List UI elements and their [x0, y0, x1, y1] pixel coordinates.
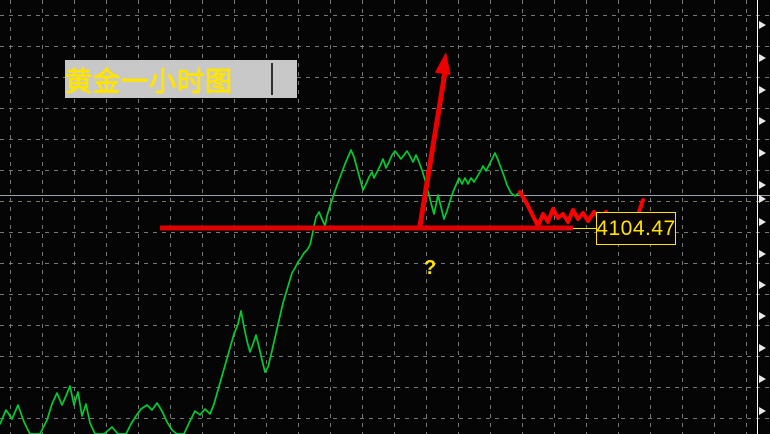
price-axis-tick — [759, 344, 766, 352]
price-axis-tick — [759, 281, 766, 289]
price-level-label[interactable]: 4104.47 — [596, 212, 676, 245]
price-axis-tick — [759, 181, 766, 189]
price-axis-tick — [759, 149, 766, 157]
price-axis-tick — [759, 21, 766, 29]
price-axis-tick — [759, 312, 766, 320]
text-caret — [271, 63, 273, 95]
price-axis-tick — [759, 195, 766, 203]
bullish-arrow-head — [434, 52, 451, 75]
chart-title-label: 黄金一小时图 — [65, 66, 233, 98]
price-axis-tick — [759, 117, 766, 125]
price-line-gold-price-history — [0, 149, 521, 434]
crosshair-level-line — [0, 195, 770, 196]
price-level-value: 4104.47 — [596, 216, 676, 240]
chart-title-box[interactable]: 黄金一小时图 — [65, 60, 297, 98]
price-axis-tick — [759, 407, 766, 415]
price-axis-tick — [759, 218, 766, 226]
price-axis-tick — [759, 375, 766, 383]
price-axis-tick — [759, 250, 766, 258]
price-axis-tick — [759, 54, 766, 62]
price-axis-tick — [759, 86, 766, 94]
price-axis[interactable] — [757, 0, 758, 434]
uncertainty-marker: ? — [424, 257, 437, 279]
price-label-connector — [573, 227, 596, 229]
bullish-arrow[interactable] — [417, 65, 449, 227]
